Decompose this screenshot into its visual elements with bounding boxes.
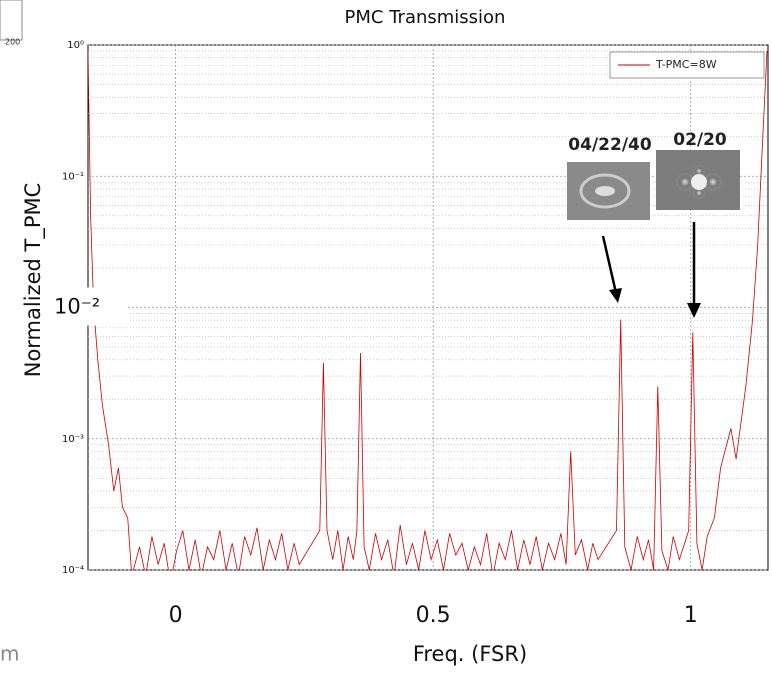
y-tick-label: 10⁻⁴ (62, 565, 84, 576)
y-tick-label: 10⁰ (67, 40, 84, 51)
arrowhead (609, 288, 622, 303)
x-tick-label: 0.5 (416, 603, 451, 628)
label-cover (50, 287, 128, 326)
cropped-label: m (0, 642, 19, 666)
mode-shape (693, 165, 705, 177)
mode-shape (676, 173, 694, 191)
y-tick-label: 10⁻³ (62, 434, 84, 445)
labels: 10⁰ 10⁻¹ 10⁻² 10⁻³ 10⁻⁴ 0 0.5 1 (50, 40, 698, 628)
cropped-frame (0, 0, 23, 41)
arrow (601, 235, 618, 294)
cropped-label: 200 (5, 38, 20, 47)
x-tick-label: 1 (684, 603, 698, 628)
x-axis-label: Freq. (FSR) (413, 642, 527, 666)
x-tick-label: 0 (169, 603, 183, 628)
mode-shape (595, 186, 615, 196)
grid (88, 44, 768, 571)
y-tick-label: 10⁻² (54, 295, 100, 319)
legend-label: T-PMC=8W (655, 58, 717, 71)
mode-shape (579, 173, 631, 209)
y-tick-label: 10⁻¹ (62, 171, 84, 182)
mode-shape (704, 173, 722, 191)
chart-title: PMC Transmission (345, 7, 506, 28)
y-axis-label: Normalized T_PMC (21, 183, 46, 378)
arrowhead (687, 303, 701, 318)
annotation: 02/20 (673, 130, 727, 150)
mode-shape (693, 187, 705, 199)
mode-shape (691, 174, 707, 190)
annotation: 04/22/40 (568, 135, 652, 155)
